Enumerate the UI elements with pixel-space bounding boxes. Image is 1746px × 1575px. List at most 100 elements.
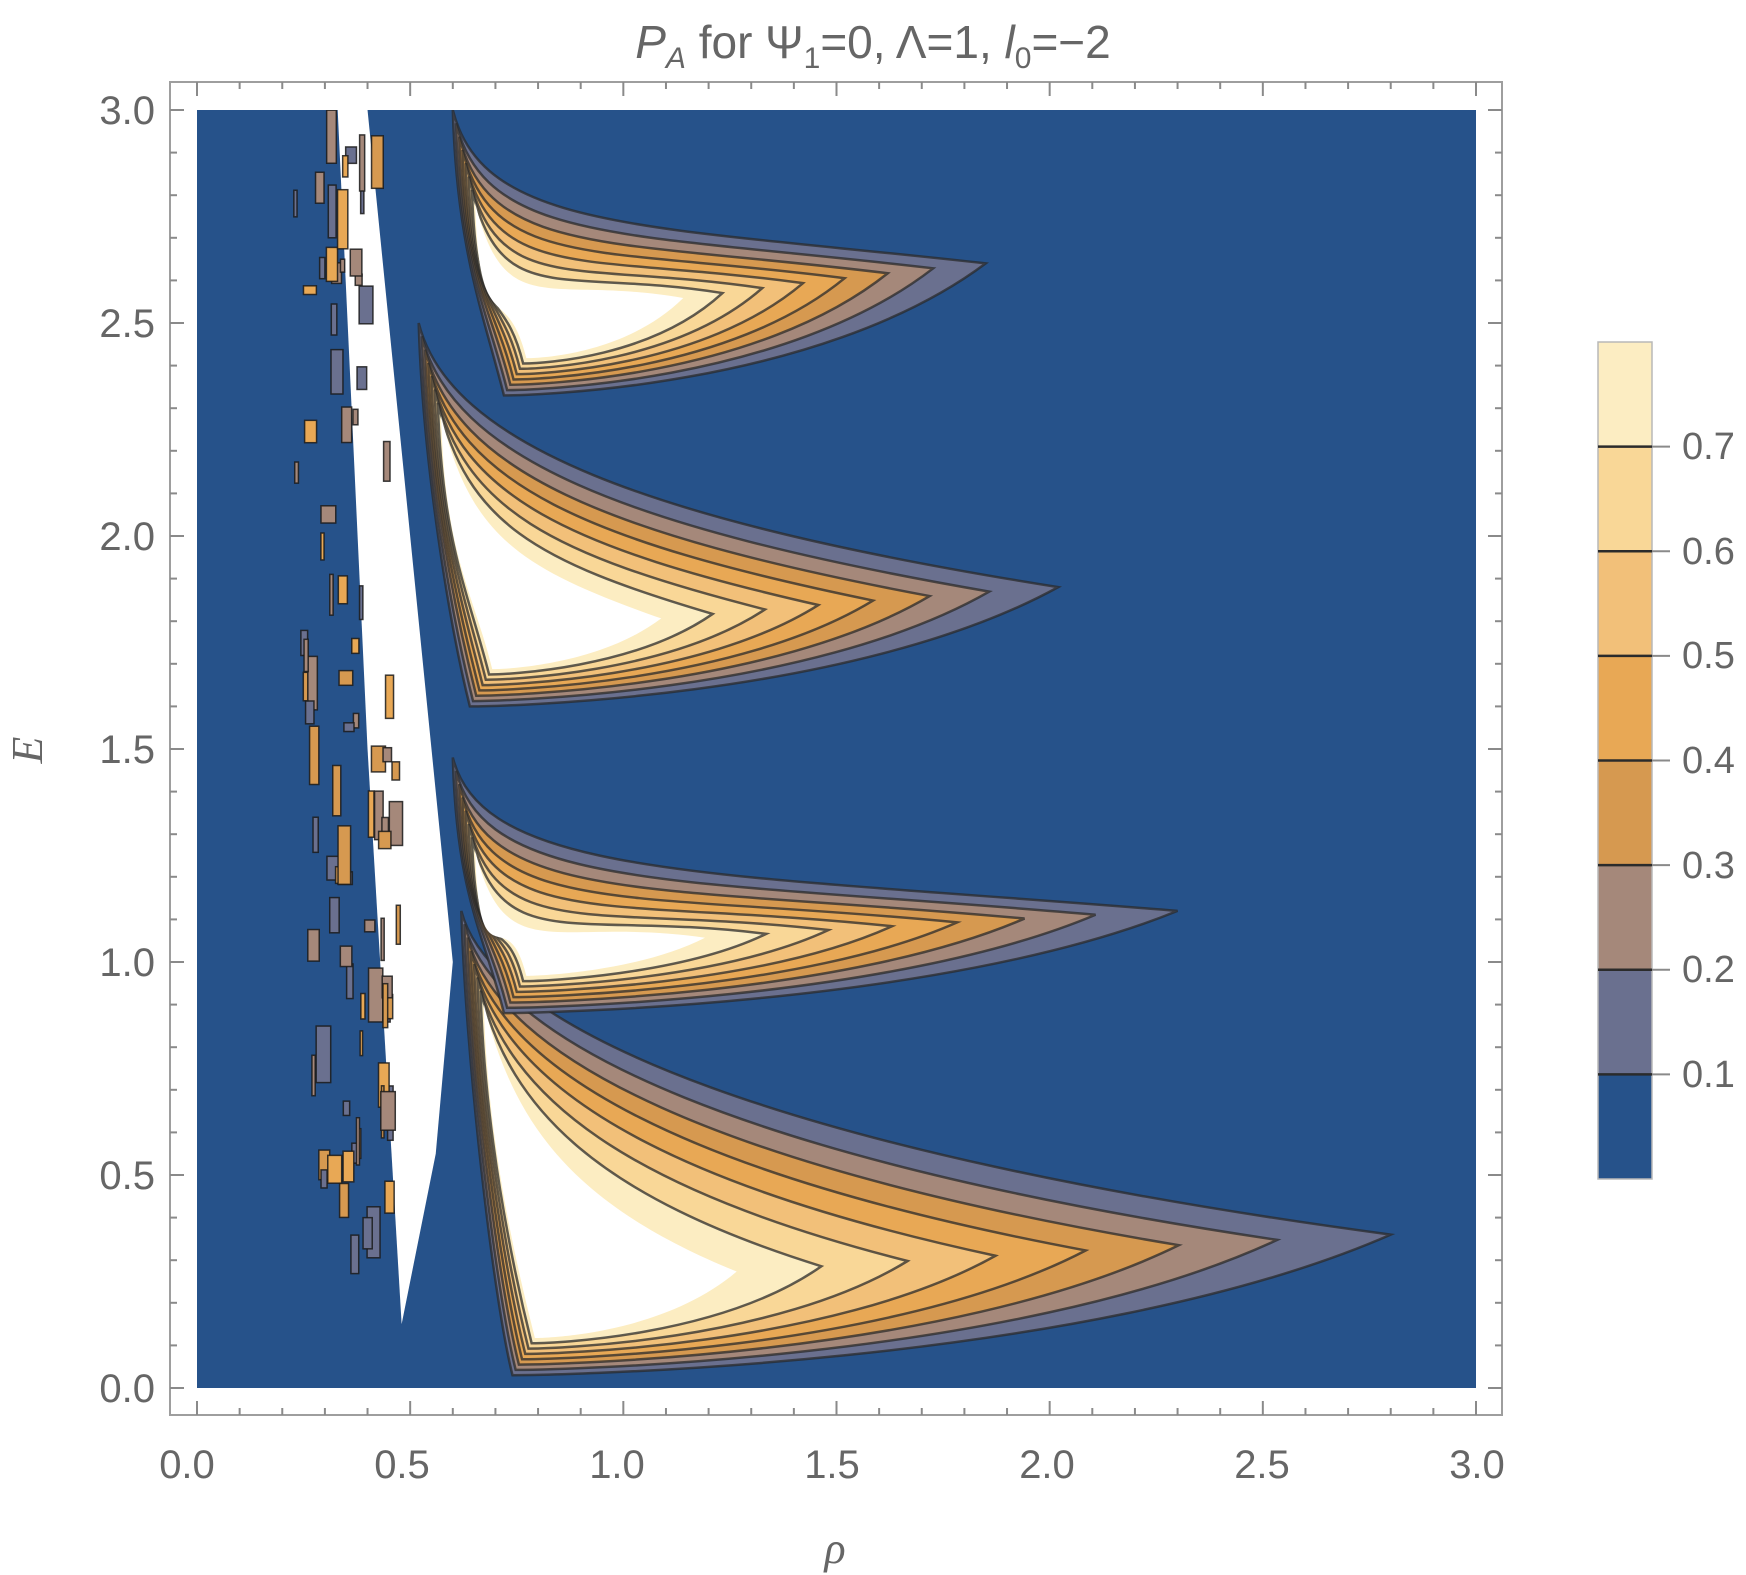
left-contour-band [293, 110, 453, 1325]
left-contour-fragment [328, 896, 340, 934]
legend-band [1598, 551, 1652, 656]
contour-lobe-2-level-8 [475, 850, 705, 976]
left-contour-fragment [327, 184, 337, 239]
x-tick-label: 2.5 [1234, 1443, 1290, 1487]
chart-title: PA for Ψ1=0, Λ=1, l0=−2 [635, 16, 1111, 75]
left-contour-fragment [358, 585, 364, 621]
left-contour-fragment [363, 919, 376, 933]
left-contour-fragment [293, 189, 298, 218]
left-contour-fragment [384, 1180, 395, 1214]
left-contour-fragment [341, 154, 349, 178]
left-contour-fragment [332, 764, 342, 817]
x-tick-label: 1.0 [589, 1443, 645, 1487]
left-contour-fragment [360, 992, 366, 1020]
left-contour-fragment [320, 505, 337, 524]
x-tick-label: 0.0 [159, 1443, 215, 1487]
legend-band [1598, 446, 1652, 552]
left-contour-fragment [382, 746, 393, 763]
left-contour-fragment [330, 303, 338, 336]
left-contour-fragment [302, 671, 309, 702]
contour-lobe-4-level-8 [475, 203, 684, 359]
legend-band [1598, 760, 1652, 866]
contour-lobe-3-level-8 [441, 416, 662, 670]
left-contour-fragment [380, 1090, 397, 1131]
left-contour-fragment [336, 188, 349, 250]
left-contour-fragment [338, 1182, 350, 1219]
legend-level-lines [1598, 445, 1670, 1076]
left-contour-fragment [349, 248, 363, 277]
left-contour-fragment [359, 1030, 364, 1057]
left-contour-fragment [315, 1025, 332, 1084]
legend-band [1598, 969, 1652, 1075]
legend-label: 0.7 [1682, 426, 1735, 468]
left-contour-fragment [337, 575, 349, 605]
left-contour-fragment [302, 285, 318, 296]
left-contour-fragment [358, 134, 366, 192]
left-contour-fragment [304, 700, 315, 725]
legend-label: 0.2 [1682, 949, 1735, 991]
left-contour-fragment [312, 816, 319, 854]
legend-band [1598, 655, 1652, 761]
x-tick-labels: 0.0 0.5 1.0 1.5 2.0 2.5 3.0 [159, 1443, 1505, 1487]
y-axis-label: E [3, 736, 52, 764]
contour-lobes [417, 110, 1396, 1377]
left-contour-fragment [293, 461, 300, 484]
left-contour-fragment [367, 967, 384, 1023]
y-tick-label: 1.5 [99, 728, 155, 772]
y-tick-label: 0.5 [99, 1154, 155, 1198]
y-tick-label: 1.0 [99, 941, 155, 985]
left-contour-fragment [308, 725, 320, 786]
left-contour-fragment [339, 258, 346, 273]
left-contour-fragment [362, 1216, 373, 1250]
left-contour-fragment [356, 366, 368, 391]
left-contour-fragment [338, 669, 354, 687]
left-contour-fragment [303, 638, 309, 673]
y-tick-labels: 0.0 0.5 1.0 1.5 2.0 2.5 3.0 [99, 89, 155, 1411]
legend-band [1598, 1074, 1652, 1179]
left-contour-fragment [303, 419, 318, 444]
left-contour-fragment [370, 135, 384, 190]
legend-label: 0.1 [1682, 1054, 1735, 1096]
left-contour-fragment [325, 110, 338, 165]
left-contour-fragment [329, 573, 334, 616]
legend-label: 0.4 [1682, 740, 1735, 782]
left-contour-fragment [320, 1169, 328, 1189]
left-contour-fragment [367, 790, 375, 838]
y-tick-label: 2.5 [99, 302, 155, 346]
contour-lobe-1-level-8 [483, 1004, 737, 1338]
left-contour-fragment [330, 348, 344, 395]
left-contour-fragment [352, 712, 360, 729]
left-contour-fragment [343, 722, 355, 733]
x-tick-label: 3.0 [1449, 1443, 1505, 1487]
legend-band [1598, 342, 1652, 447]
left-white-ridge [337, 110, 453, 1325]
left-contour-fragment [314, 171, 325, 204]
x-tick-label: 2.0 [1019, 1443, 1075, 1487]
left-contour-fragment [340, 406, 353, 444]
left-contour-fragment [345, 963, 354, 1000]
left-contour-fragment [342, 1100, 351, 1117]
left-contour-fragment [318, 256, 326, 280]
x-tick-label: 0.5 [374, 1443, 430, 1487]
plot-area [197, 110, 1476, 1388]
legend-color-bands [1598, 342, 1652, 1179]
left-contour-fragment [380, 917, 385, 962]
left-contour-fragment [395, 904, 402, 945]
left-contour-fragment [351, 637, 360, 655]
left-contour-fragment [382, 440, 391, 482]
left-contour-fragment [327, 1154, 343, 1184]
x-axis-label: ρ [822, 1524, 845, 1573]
left-contour-fragment [352, 408, 359, 426]
left-contour-fragment [382, 982, 389, 1029]
color-legend: 0.7 0.6 0.5 0.4 0.3 0.2 0.1 [1597, 341, 1735, 1180]
left-contour-fragment [358, 285, 374, 325]
legend-label: 0.5 [1682, 635, 1735, 677]
left-contour-fragment [350, 1234, 360, 1275]
left-contour-fragment [320, 532, 325, 561]
left-contour-fragment [337, 825, 352, 886]
left-contour-fragment [325, 246, 339, 283]
left-contour-fragment [339, 945, 353, 968]
x-tick-label: 1.5 [804, 1443, 860, 1487]
left-contour-fragment [355, 1116, 361, 1166]
